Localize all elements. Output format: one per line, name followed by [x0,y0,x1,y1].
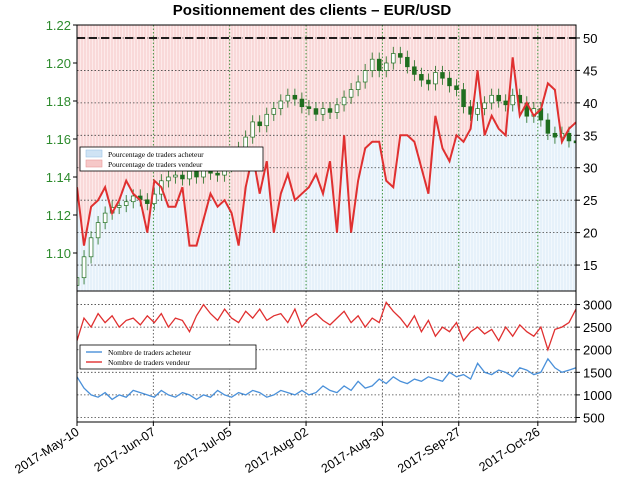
price-candle-body [566,132,572,142]
price-candle-body [264,113,270,127]
price-candle-body [123,201,129,206]
count-tick-label: 2000 [583,343,612,358]
price-candle-body [166,176,171,182]
price-candle-body [306,106,312,109]
price-candle-body [130,195,136,203]
percent-tick-label: 30 [583,161,597,176]
date-tick-label: 2017-Aug-02 [242,425,310,476]
price-candle-body [405,56,410,68]
chart-title: Positionnement des clients – EUR/USD [172,2,452,19]
date-tick-label: 2017-Jun-07 [91,425,158,475]
price-candle-body [292,94,298,100]
series-buy-percent-area [77,57,576,291]
price-tick-label: 1.16 [46,132,71,147]
price-candle-body [369,58,375,71]
price-candle-body [475,108,480,115]
price-candle-body [447,77,452,87]
price-candle-body [573,140,576,144]
price-candle-body [426,79,431,85]
date-tick-label: 2017-Aug-30 [319,425,387,476]
price-candle-body [278,100,284,109]
price-candle-body [461,89,466,108]
price-candle-body [489,94,494,104]
price-candle-body [215,172,220,176]
price-candle-body [271,108,277,115]
percent-tick-label: 20 [583,226,597,241]
price-candle-body [334,104,340,113]
price-candle-body [419,74,424,81]
series-sell-count-line [77,300,576,352]
price-candle-body [440,72,445,79]
price-candle-body [320,108,326,115]
price-candle-body [299,98,305,108]
price-candle-body [510,94,516,106]
price-candle-body [313,108,319,115]
price-candle-body [383,62,389,71]
legend-swatch [85,159,103,168]
price-tick-label: 1.10 [46,246,71,261]
price-candle-body [180,174,185,180]
percent-tick-label: 50 [583,31,597,46]
price-tick-label: 1.14 [46,170,71,185]
price-candle-body [187,170,192,180]
percent-tick-label: 15 [583,258,597,273]
percent-tick-label: 40 [583,96,597,111]
count-tick-label: 500 [583,410,605,425]
legend-box [79,344,257,370]
price-candle-body [552,132,558,138]
price-candle-body [327,108,333,113]
price-candle-body [376,58,382,71]
price-candle-body [391,53,396,64]
series-sell-percent-line [77,57,576,247]
percent-tick-label: 25 [583,193,597,208]
price-candle-body [454,85,459,90]
price-tick-label: 1.12 [46,208,71,223]
price-candle-body [257,121,262,127]
price-candle-body [348,89,354,98]
price-tick-label: 1.22 [46,18,71,33]
price-candle-body [482,102,487,109]
legend-label: Pourcentage de traders vendeur [108,160,203,169]
price-candle-body [173,174,178,178]
count-tick-label: 1500 [583,365,612,380]
series-buy-count-line [77,357,576,401]
price-candle-body [545,119,551,134]
percent-tick-label: 35 [583,128,597,143]
price-candle-body [398,53,403,58]
price-candle-body [102,212,108,223]
date-tick-label: 2017-May-10 [12,425,81,477]
price-candle-body [95,222,101,239]
legend-label: Nombre de traders vendeur [108,358,190,367]
price-candle-body [250,121,255,138]
date-tick-label: 2017-Sep-27 [395,425,463,476]
price-candle-body [116,205,122,208]
count-tick-label: 3000 [583,298,612,313]
price-candle-body [362,70,368,83]
price-candle-body [285,94,291,102]
price-candle-body [81,256,87,279]
price-candle-body [503,100,508,106]
legend-label: Nombre de traders acheteur [108,348,192,357]
price-candle-body [355,81,361,90]
price-candle-body [412,66,417,75]
price-candle-body [433,72,438,85]
price-candle-body [145,199,150,204]
price-tick-label: 1.20 [46,56,71,71]
price-candle-body [341,96,347,106]
price-candle-body [194,170,199,178]
price-tick-label: 1.18 [46,94,71,109]
count-tick-label: 2500 [583,320,612,335]
bottom-panel-frame [76,290,577,423]
count-tick-label: 1000 [583,388,612,403]
date-tick-label: 2017-Jul-05 [171,425,234,473]
percent-tick-label: 45 [583,63,597,78]
price-candle-body [88,237,94,258]
date-tick-label: 2017-Oct-26 [477,425,543,475]
legend-box [79,146,264,172]
legend-label: Pourcentage de traders acheteur [108,150,204,159]
price-candle-body [496,94,501,102]
legend-swatch [85,149,103,158]
